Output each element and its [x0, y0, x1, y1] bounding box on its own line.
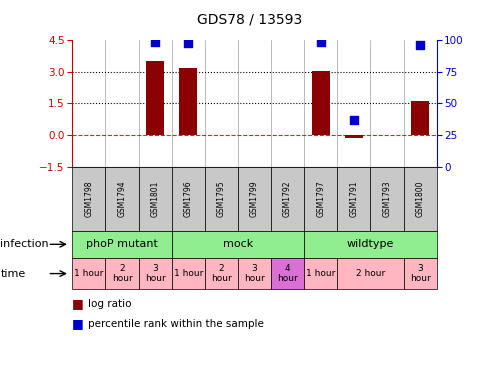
Text: 1 hour: 1 hour [74, 269, 104, 278]
Text: GSM1792: GSM1792 [283, 180, 292, 217]
Text: GSM1796: GSM1796 [184, 180, 193, 217]
Text: GSM1798: GSM1798 [84, 180, 93, 217]
Text: GSM1800: GSM1800 [416, 180, 425, 217]
Text: GSM1799: GSM1799 [250, 180, 259, 217]
Text: GDS78 / 13593: GDS78 / 13593 [197, 13, 302, 27]
Text: 3
hour: 3 hour [145, 264, 166, 283]
Text: GSM1801: GSM1801 [151, 180, 160, 217]
Point [350, 117, 358, 123]
Text: infection: infection [0, 239, 49, 249]
Text: wildtype: wildtype [347, 239, 394, 249]
Point [317, 38, 325, 44]
Text: ■: ■ [72, 317, 84, 330]
Bar [345, 135, 363, 138]
Bar [311, 71, 330, 135]
Point [184, 40, 192, 46]
Text: 1 hour: 1 hour [174, 269, 203, 278]
Text: 3
hour: 3 hour [410, 264, 431, 283]
Bar [179, 68, 198, 135]
Text: GSM1791: GSM1791 [349, 180, 358, 217]
Text: 2
hour: 2 hour [211, 264, 232, 283]
Text: 1 hour: 1 hour [306, 269, 335, 278]
Text: percentile rank within the sample: percentile rank within the sample [88, 319, 264, 329]
Text: phoP mutant: phoP mutant [86, 239, 158, 249]
Text: GSM1795: GSM1795 [217, 180, 226, 217]
Text: GSM1794: GSM1794 [118, 180, 127, 217]
Text: time: time [0, 269, 26, 279]
Text: mock: mock [223, 239, 253, 249]
Text: ■: ■ [72, 297, 84, 310]
Bar [411, 101, 429, 135]
Text: GSM1793: GSM1793 [382, 180, 391, 217]
Text: 4
hour: 4 hour [277, 264, 298, 283]
Point [416, 42, 424, 48]
Point [151, 38, 159, 44]
Text: log ratio: log ratio [88, 299, 132, 309]
Text: GSM1797: GSM1797 [316, 180, 325, 217]
Text: 2
hour: 2 hour [112, 264, 132, 283]
Bar [146, 61, 164, 135]
Text: 3
hour: 3 hour [244, 264, 265, 283]
Text: 2 hour: 2 hour [356, 269, 385, 278]
